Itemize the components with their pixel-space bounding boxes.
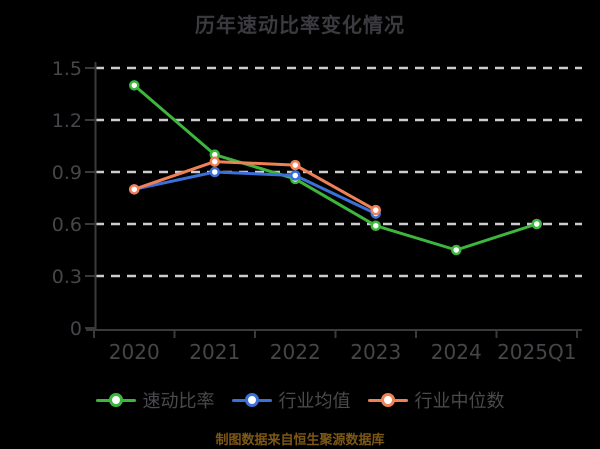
x-axis-label: 2025Q1	[497, 340, 576, 364]
data-point-marker	[290, 159, 301, 171]
legend-line-marker-icon	[367, 393, 408, 407]
legend: 速动比率 行业均值 行业中位数	[0, 386, 600, 414]
series-line-1	[132, 170, 378, 216]
legend-line-marker-icon	[231, 393, 272, 407]
chart-title: 历年速动比率变化情况	[195, 13, 405, 37]
legend-label-quick-ratio: 速动比率	[142, 391, 215, 412]
data-point-marker	[370, 220, 381, 231]
y-axis-label: 0.3	[52, 266, 82, 288]
data-source-note: 制图数据来自恒生聚源数据库	[215, 433, 385, 448]
data-point-marker	[129, 80, 140, 91]
legend-label-industry-median: 行业中位数	[414, 391, 505, 412]
legend-label-industry-average: 行业均值	[278, 391, 351, 412]
y-axis-label: 0.6	[52, 214, 82, 236]
data-point-marker	[209, 156, 220, 167]
y-axis-label: 1.5	[52, 58, 82, 80]
data-point-marker	[370, 204, 381, 216]
x-axis-label: 2022	[270, 340, 321, 364]
y-axis-label: 0	[70, 318, 82, 340]
legend-item-industry-median[interactable]: 行业中位数	[367, 387, 505, 413]
x-axis-label: 2020	[109, 340, 160, 364]
y-axis-label: 0.9	[52, 162, 82, 184]
data-point-marker	[209, 166, 220, 178]
series-line-0	[132, 83, 539, 252]
data-point-marker	[531, 218, 542, 230]
x-axis-label: 2024	[431, 340, 482, 364]
x-axis-label: 2021	[189, 340, 240, 364]
legend-item-industry-average[interactable]: 行业均值	[231, 387, 351, 413]
y-axis-label: 1.2	[52, 110, 82, 132]
legend-line-marker-icon	[95, 393, 136, 407]
data-point-marker	[129, 184, 140, 195]
legend-item-quick-ratio[interactable]: 速动比率	[95, 387, 215, 413]
x-axis-label: 2023	[350, 340, 401, 364]
series-line-2	[132, 160, 378, 212]
plot-area: 0 0.3 0.6 0.9 1.2 1.5 2020 2021 2022 2023 2024 2025…	[52, 58, 582, 364]
data-point-marker	[451, 244, 462, 256]
data-point-marker	[290, 170, 301, 181]
